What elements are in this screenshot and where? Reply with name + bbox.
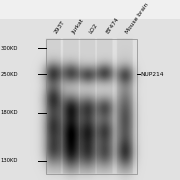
Text: 130KD: 130KD xyxy=(1,158,18,163)
Text: 180KD: 180KD xyxy=(1,110,18,115)
Bar xyxy=(46,39,137,174)
Text: 293T: 293T xyxy=(53,20,66,35)
Text: LO2: LO2 xyxy=(88,22,98,35)
Text: Mouse brain: Mouse brain xyxy=(125,2,150,35)
Text: BT474: BT474 xyxy=(105,16,120,35)
Text: 300KD: 300KD xyxy=(1,46,18,51)
Text: Jurkat: Jurkat xyxy=(71,18,85,35)
Text: 250KD: 250KD xyxy=(1,71,18,76)
Text: NUP214: NUP214 xyxy=(140,71,164,76)
